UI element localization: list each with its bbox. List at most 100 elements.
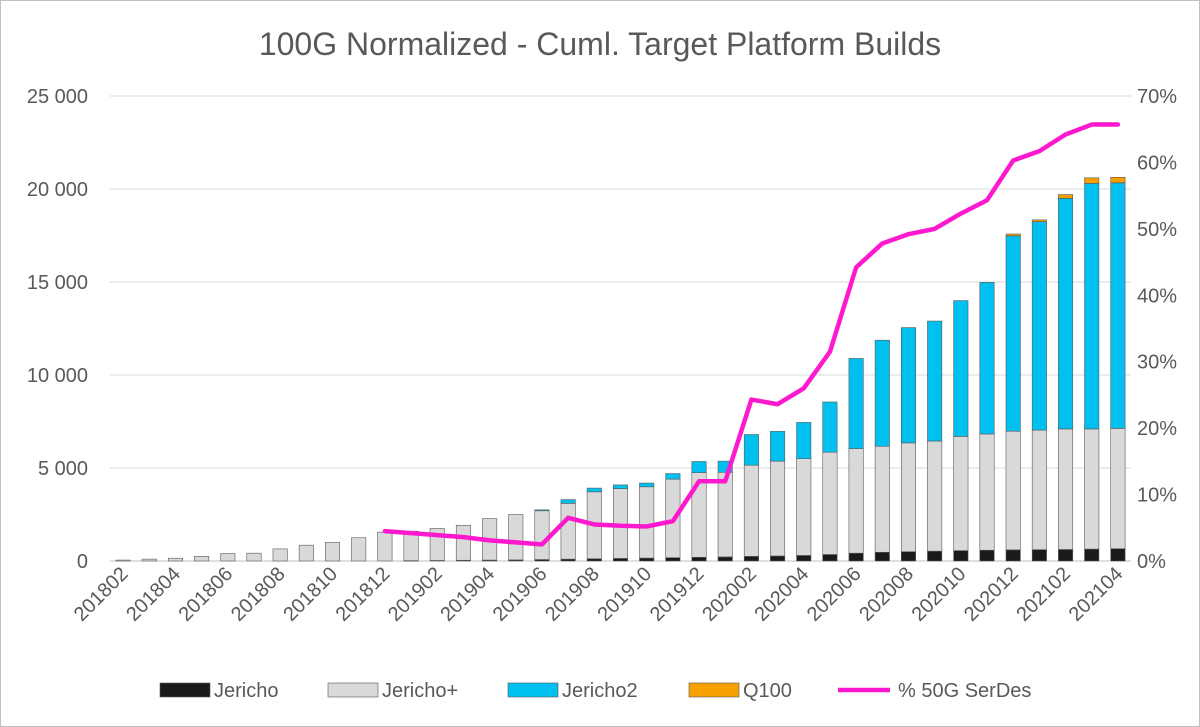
bar-jericho [586,558,602,562]
x-tick-label: 201910 [593,563,656,626]
x-tick-label: 202008 [855,563,918,626]
y-right-tick-label: 0% [1137,551,1166,573]
bar-jericho- [770,460,786,557]
x-tick-label: 202004 [751,563,814,626]
bar-jericho- [167,557,183,562]
bar-jericho- [822,451,838,555]
bar-jericho2 [613,484,628,489]
bar-jericho2 [796,422,812,459]
x-tick-label: 201906 [489,563,552,626]
legend-label: Jericho+ [382,680,458,702]
legend-swatch [327,682,379,698]
bar-jericho- [979,433,995,551]
bar-jericho2 [1005,235,1021,432]
bar-jericho [979,549,995,562]
y-axis-right: 0% 10% 20% 30% 40% 50% 60% 70% [1137,86,1177,573]
x-tick-label: 201812 [332,563,395,626]
x-tick-label: 201804 [122,563,185,626]
bar-jericho- [246,552,262,562]
y-right-tick-label: 40% [1137,285,1177,307]
legend-label: Jericho2 [562,680,638,702]
bar-jericho- [953,436,969,551]
bar-jericho [639,557,655,562]
bar-jericho- [1031,429,1047,550]
chart-title: 100G Normalized - Cuml. Target Platform … [259,26,941,62]
x-tick-label: 201908 [541,563,604,626]
bar-jericho2 [1058,198,1074,430]
bar-jericho- [900,442,916,553]
bar-jericho [743,556,759,562]
bar-jericho- [351,537,367,562]
x-tick-label: 202010 [908,563,971,626]
bar-jericho- [639,486,655,559]
x-tick-label: 202102 [1012,563,1075,626]
bar-jericho- [927,440,943,552]
line-serdes-percent [382,122,1121,547]
bar-jericho [1058,549,1074,562]
bar-jericho- [534,510,550,560]
bar-jericho [613,558,628,562]
y-axis-left: 0 5 000 10 000 15 000 20 000 25 000 [27,86,88,573]
bar-jericho2 [586,487,602,493]
bar-jericho- [874,445,890,553]
bar-jericho2 [874,339,890,447]
bar-jericho [717,556,733,562]
bar-jericho2 [848,358,864,449]
legend-swatch [507,682,559,698]
bar-jericho2 [534,509,550,512]
x-tick-label: 202002 [698,563,761,626]
line-series-layer [382,122,1121,547]
x-tick-label: 202012 [960,563,1023,626]
bar-jericho2 [560,499,576,504]
y-left-tick-label: 10 000 [27,365,88,387]
y-left-tick-label: 25 000 [27,86,88,108]
bar-jericho- [194,556,210,562]
legend-label: Q100 [743,680,792,702]
y-left-tick-label: 0 [77,551,88,573]
bar-jericho2 [743,434,759,466]
bar-jericho [848,552,864,562]
bar-jericho- [1084,428,1100,550]
bar-jericho- [560,503,576,560]
bar-jericho [1110,548,1126,562]
bar-jericho- [325,542,341,562]
bar-q100 [1031,219,1047,223]
bar-jericho- [508,514,524,561]
bar-jericho2 [1110,182,1126,429]
bar-jericho2 [927,320,943,442]
bar-jericho- [848,448,864,554]
bar-jericho [900,551,916,562]
legend-item: Jericho+ [327,680,458,702]
bar-jericho2 [1031,221,1047,431]
bar-jericho [1084,548,1100,562]
bar-jericho [770,555,786,562]
y-left-tick-label: 5 000 [38,458,88,480]
bar-jericho2 [691,461,707,473]
bar-jericho2 [1084,183,1100,430]
bar-jericho [796,555,812,562]
bar-q100 [1058,194,1074,199]
bar-jericho- [1110,428,1126,550]
y-right-tick-label: 60% [1137,152,1177,174]
legend-item: Jericho2 [507,680,638,702]
legend-label: % 50G SerDes [898,680,1031,702]
bar-jericho [953,550,969,562]
bar-q100 [1005,233,1021,237]
bar-jericho [1005,549,1021,562]
legend-item: Jericho [159,680,278,702]
y-right-tick-label: 10% [1137,485,1177,507]
bar-jericho- [796,458,812,556]
bar-jericho [665,557,681,562]
x-tick-label: 201810 [279,563,342,626]
x-tick-label: 201806 [175,563,238,626]
legend-swatch [688,682,740,698]
bar-jericho- [717,471,733,558]
y-right-tick-label: 30% [1137,352,1177,374]
bar-jericho2 [979,282,995,435]
bar-jericho2 [900,327,916,444]
bar-q100 [1084,177,1100,184]
x-tick-label: 202104 [1065,563,1128,626]
x-tick-label: 201904 [436,563,499,626]
